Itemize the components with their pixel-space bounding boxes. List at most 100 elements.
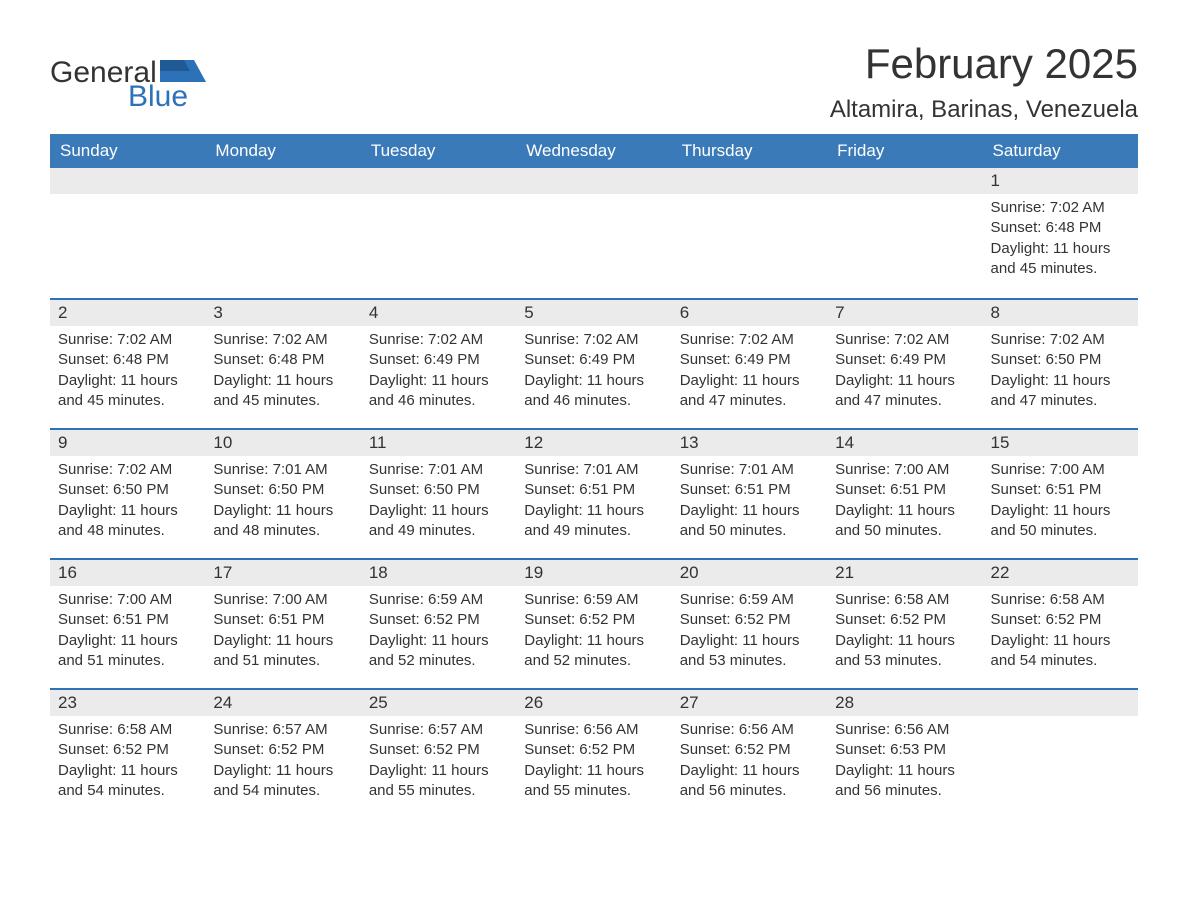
daylight-line: Daylight: 11 hours and 55 minutes. — [524, 761, 663, 802]
sunset-line: Sunset: 6:52 PM — [58, 740, 197, 760]
day-number: 12 — [516, 428, 671, 456]
weekday-header: Tuesday — [361, 134, 516, 168]
day-number: 25 — [361, 688, 516, 716]
day-body: Sunrise: 6:56 AMSunset: 6:52 PMDaylight:… — [672, 716, 827, 813]
day-cell: 24Sunrise: 6:57 AMSunset: 6:52 PMDayligh… — [205, 688, 360, 818]
day-cell: 3Sunrise: 7:02 AMSunset: 6:48 PMDaylight… — [205, 298, 360, 428]
day-body: Sunrise: 7:01 AMSunset: 6:50 PMDaylight:… — [205, 456, 360, 553]
weekday-header: Monday — [205, 134, 360, 168]
day-number: 16 — [50, 558, 205, 586]
daylight-line: Daylight: 11 hours and 47 minutes. — [680, 371, 819, 412]
day-cell: 20Sunrise: 6:59 AMSunset: 6:52 PMDayligh… — [672, 558, 827, 688]
sunrise-line: Sunrise: 7:02 AM — [835, 330, 974, 350]
sunrise-line: Sunrise: 7:00 AM — [991, 460, 1130, 480]
weekday-header: Sunday — [50, 134, 205, 168]
day-cell: 14Sunrise: 7:00 AMSunset: 6:51 PMDayligh… — [827, 428, 982, 558]
day-body: Sunrise: 6:59 AMSunset: 6:52 PMDaylight:… — [672, 586, 827, 683]
day-body: Sunrise: 6:58 AMSunset: 6:52 PMDaylight:… — [50, 716, 205, 813]
sunset-line: Sunset: 6:51 PM — [213, 610, 352, 630]
week-row: 9Sunrise: 7:02 AMSunset: 6:50 PMDaylight… — [50, 428, 1138, 558]
day-body: Sunrise: 7:02 AMSunset: 6:49 PMDaylight:… — [672, 326, 827, 423]
daylight-line: Daylight: 11 hours and 56 minutes. — [835, 761, 974, 802]
day-cell: 5Sunrise: 7:02 AMSunset: 6:49 PMDaylight… — [516, 298, 671, 428]
weekday-header: Saturday — [983, 134, 1138, 168]
day-cell: 6Sunrise: 7:02 AMSunset: 6:49 PMDaylight… — [672, 298, 827, 428]
day-number: 8 — [983, 298, 1138, 326]
sunset-line: Sunset: 6:52 PM — [680, 740, 819, 760]
daylight-line: Daylight: 11 hours and 50 minutes. — [680, 501, 819, 542]
day-cell: 8Sunrise: 7:02 AMSunset: 6:50 PMDaylight… — [983, 298, 1138, 428]
day-number: 10 — [205, 428, 360, 456]
empty-cell — [983, 688, 1138, 818]
sunrise-line: Sunrise: 6:59 AM — [524, 590, 663, 610]
day-body: Sunrise: 6:59 AMSunset: 6:52 PMDaylight:… — [516, 586, 671, 683]
daylight-line: Daylight: 11 hours and 54 minutes. — [991, 631, 1130, 672]
sunrise-line: Sunrise: 7:02 AM — [58, 330, 197, 350]
title-block: February 2025 Altamira, Barinas, Venezue… — [830, 40, 1138, 124]
sunset-line: Sunset: 6:50 PM — [369, 480, 508, 500]
day-body: Sunrise: 7:02 AMSunset: 6:48 PMDaylight:… — [205, 326, 360, 423]
sunrise-line: Sunrise: 7:02 AM — [680, 330, 819, 350]
sunset-line: Sunset: 6:52 PM — [369, 610, 508, 630]
day-body: Sunrise: 6:58 AMSunset: 6:52 PMDaylight:… — [827, 586, 982, 683]
sunrise-line: Sunrise: 7:01 AM — [213, 460, 352, 480]
sunrise-line: Sunrise: 7:01 AM — [680, 460, 819, 480]
day-body: Sunrise: 6:57 AMSunset: 6:52 PMDaylight:… — [205, 716, 360, 813]
empty-cell — [361, 168, 516, 298]
daylight-line: Daylight: 11 hours and 53 minutes. — [680, 631, 819, 672]
day-body: Sunrise: 7:02 AMSunset: 6:49 PMDaylight:… — [361, 326, 516, 423]
day-body: Sunrise: 7:02 AMSunset: 6:49 PMDaylight:… — [516, 326, 671, 423]
day-number: 6 — [672, 298, 827, 326]
empty-cell — [516, 168, 671, 298]
sunrise-line: Sunrise: 6:59 AM — [680, 590, 819, 610]
sunrise-line: Sunrise: 6:56 AM — [680, 720, 819, 740]
day-body: Sunrise: 6:56 AMSunset: 6:52 PMDaylight:… — [516, 716, 671, 813]
empty-cell — [672, 168, 827, 298]
daylight-line: Daylight: 11 hours and 45 minutes. — [213, 371, 352, 412]
sunset-line: Sunset: 6:50 PM — [213, 480, 352, 500]
daylight-line: Daylight: 11 hours and 45 minutes. — [991, 239, 1130, 280]
daylight-line: Daylight: 11 hours and 47 minutes. — [835, 371, 974, 412]
daylight-line: Daylight: 11 hours and 45 minutes. — [58, 371, 197, 412]
sunset-line: Sunset: 6:51 PM — [835, 480, 974, 500]
sunset-line: Sunset: 6:52 PM — [213, 740, 352, 760]
daylight-line: Daylight: 11 hours and 55 minutes. — [369, 761, 508, 802]
day-body: Sunrise: 7:00 AMSunset: 6:51 PMDaylight:… — [983, 456, 1138, 553]
sunset-line: Sunset: 6:52 PM — [369, 740, 508, 760]
day-number: 28 — [827, 688, 982, 716]
sunrise-line: Sunrise: 7:02 AM — [991, 330, 1130, 350]
sunrise-line: Sunrise: 6:57 AM — [213, 720, 352, 740]
sunrise-line: Sunrise: 6:58 AM — [835, 590, 974, 610]
sunset-line: Sunset: 6:48 PM — [213, 350, 352, 370]
week-row: 2Sunrise: 7:02 AMSunset: 6:48 PMDaylight… — [50, 298, 1138, 428]
sunset-line: Sunset: 6:52 PM — [524, 740, 663, 760]
page-subtitle: Altamira, Barinas, Venezuela — [830, 96, 1138, 124]
daylight-line: Daylight: 11 hours and 56 minutes. — [680, 761, 819, 802]
daylight-line: Daylight: 11 hours and 51 minutes. — [213, 631, 352, 672]
day-cell: 27Sunrise: 6:56 AMSunset: 6:52 PMDayligh… — [672, 688, 827, 818]
sunrise-line: Sunrise: 6:58 AM — [991, 590, 1130, 610]
empty-cell — [50, 168, 205, 298]
day-number: 3 — [205, 298, 360, 326]
sunset-line: Sunset: 6:48 PM — [991, 218, 1130, 238]
sunrise-line: Sunrise: 7:02 AM — [991, 198, 1130, 218]
daylight-line: Daylight: 11 hours and 54 minutes. — [58, 761, 197, 802]
day-body: Sunrise: 6:59 AMSunset: 6:52 PMDaylight:… — [361, 586, 516, 683]
sunrise-line: Sunrise: 7:02 AM — [369, 330, 508, 350]
sunrise-line: Sunrise: 7:00 AM — [213, 590, 352, 610]
day-number: 24 — [205, 688, 360, 716]
sunset-line: Sunset: 6:51 PM — [58, 610, 197, 630]
sunset-line: Sunset: 6:49 PM — [524, 350, 663, 370]
daylight-line: Daylight: 11 hours and 47 minutes. — [991, 371, 1130, 412]
day-number: 22 — [983, 558, 1138, 586]
day-cell: 15Sunrise: 7:00 AMSunset: 6:51 PMDayligh… — [983, 428, 1138, 558]
sunrise-line: Sunrise: 6:56 AM — [835, 720, 974, 740]
day-cell: 10Sunrise: 7:01 AMSunset: 6:50 PMDayligh… — [205, 428, 360, 558]
daylight-line: Daylight: 11 hours and 51 minutes. — [58, 631, 197, 672]
sunrise-line: Sunrise: 6:57 AM — [369, 720, 508, 740]
page-title: February 2025 — [830, 40, 1138, 88]
weekday-header: Wednesday — [516, 134, 671, 168]
sunset-line: Sunset: 6:52 PM — [680, 610, 819, 630]
daylight-line: Daylight: 11 hours and 48 minutes. — [213, 501, 352, 542]
day-cell: 19Sunrise: 6:59 AMSunset: 6:52 PMDayligh… — [516, 558, 671, 688]
